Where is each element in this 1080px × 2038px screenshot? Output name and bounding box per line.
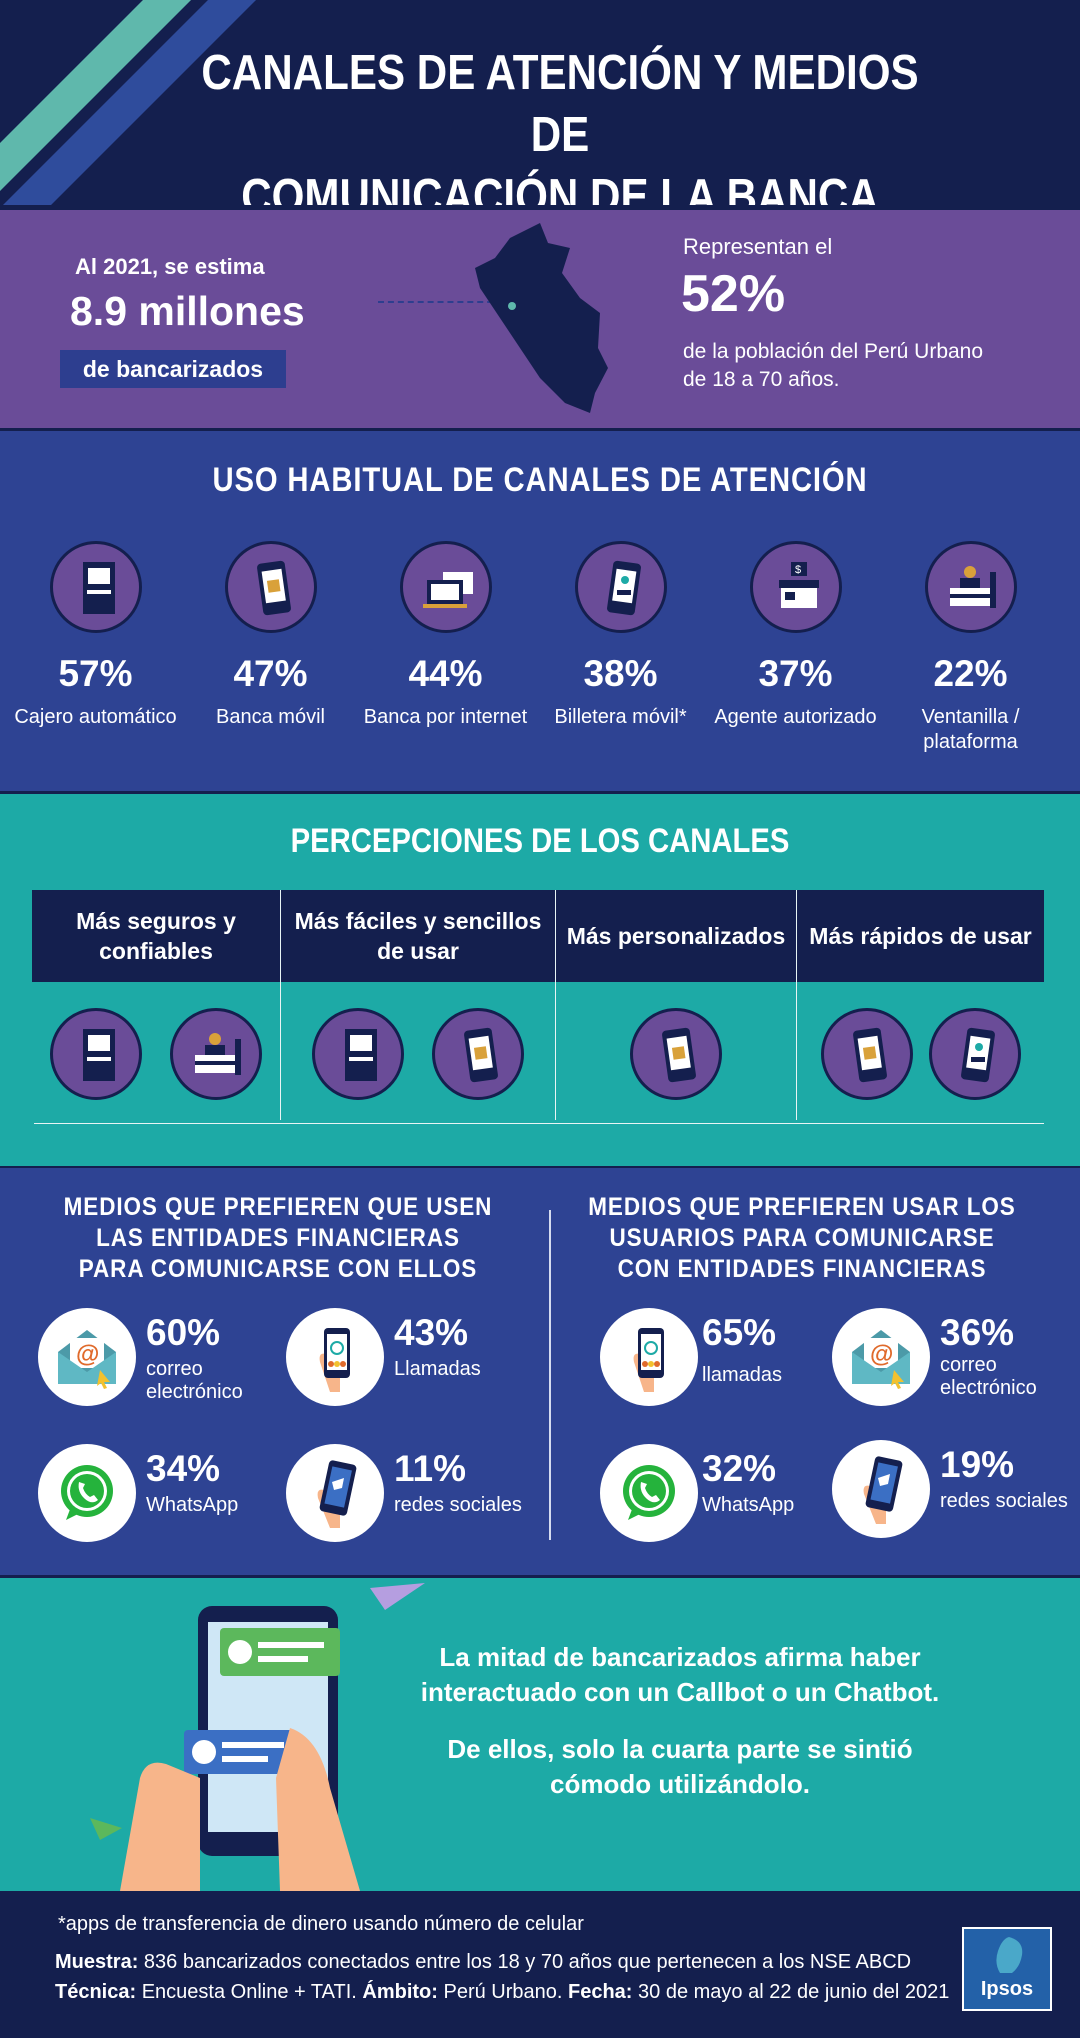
divider xyxy=(549,1210,551,1540)
ipsos-logo: Ipsos xyxy=(962,1927,1052,2011)
whatsapp-icon xyxy=(38,1444,136,1542)
media-item: 43% Llamadas xyxy=(286,1308,526,1418)
perceptions-section: PERCEPCIONES DE LOS CANALES Más seguros … xyxy=(0,794,1080,1166)
laptop-icon xyxy=(399,541,492,633)
divider xyxy=(555,890,556,1120)
channel-item: $ 37% Agente autorizado xyxy=(708,541,883,730)
media-left-title: MEDIOS QUE PREFIEREN QUE USEN LAS ENTIDA… xyxy=(63,1193,493,1283)
perception-col: Más fáciles y sencillos de usar xyxy=(281,890,555,1120)
perceptions-header-bar xyxy=(32,890,1044,982)
dashed-connector xyxy=(378,301,513,303)
atm-icon xyxy=(312,1008,404,1100)
svg-text:@: @ xyxy=(870,1341,893,1368)
svg-text:$: $ xyxy=(795,564,801,576)
media-item: @ 36% correo electrónico xyxy=(832,1308,1072,1418)
media-item: 32% WhatsApp xyxy=(600,1444,840,1554)
whatsapp-icon xyxy=(600,1444,698,1542)
footer: *apps de transferencia de dinero usando … xyxy=(0,1893,1080,2038)
stat-intro: Al 2021, se estima xyxy=(75,254,265,279)
email-icon: @ xyxy=(38,1308,136,1406)
stat-right-pct: 52% xyxy=(681,265,786,323)
teller-icon xyxy=(924,541,1017,633)
agent-icon: $ xyxy=(749,541,842,633)
teller-icon xyxy=(170,1008,262,1100)
stats-band: Al 2021, se estima 8.9 millones de banca… xyxy=(0,210,1080,428)
channel-item: 47% Banca móvil xyxy=(183,541,358,730)
stat-badge: de bancarizados xyxy=(60,350,286,388)
chatbot-section: La mitad de bancarizados afirma haber in… xyxy=(0,1578,1080,1891)
divider xyxy=(796,890,797,1120)
section-title: USO HABITUAL DE CANALES DE ATENCIÓN xyxy=(212,461,868,499)
media-item: 65% llamadas xyxy=(600,1308,840,1418)
stat-right-intro: Representan el xyxy=(683,234,833,259)
social-media-icon xyxy=(832,1440,930,1538)
section-title: PERCEPCIONES DE LOS CANALES xyxy=(290,822,790,860)
svg-text:@: @ xyxy=(76,1341,99,1368)
chat-text-secondary: De ellos, solo la cuarta parte se sintió… xyxy=(447,1734,913,1799)
mobile-bank-icon xyxy=(224,541,317,633)
channel-item: 44% Banca por internet xyxy=(358,541,533,730)
atm-icon xyxy=(49,541,142,633)
media-item: 19% redes sociales xyxy=(832,1440,1072,1550)
footer-tecnica: Técnica: Encuesta Online + TATI. Ámbito:… xyxy=(55,1981,950,2003)
media-item: @ 60% correo electrónico xyxy=(38,1308,278,1418)
chat-text-main: La mitad de bancarizados afirma haber in… xyxy=(420,1642,940,1707)
phone-call-icon xyxy=(600,1308,698,1406)
channels-section: USO HABITUAL DE CANALES DE ATENCIÓN 57% … xyxy=(0,431,1080,791)
mobile-wallet-icon xyxy=(574,541,667,633)
media-item: 11% redes sociales xyxy=(286,1444,526,1554)
phone-call-icon xyxy=(286,1308,384,1406)
media-section: MEDIOS QUE PREFIEREN QUE USEN LAS ENTIDA… xyxy=(0,1168,1080,1575)
divider xyxy=(34,1123,1044,1124)
mobile-wallet-icon xyxy=(928,1008,1021,1100)
perception-col: Más seguros y confiables xyxy=(32,890,280,1120)
footnote: *apps de transferencia de dinero usando … xyxy=(58,1913,584,1935)
peru-map-icon xyxy=(475,223,608,413)
stat-right-desc: de la población del Perú Urbano de 18 a … xyxy=(683,340,984,391)
mobile-bank-icon xyxy=(820,1008,913,1100)
channel-item: 22% Ventanilla / plataforma xyxy=(883,541,1058,755)
footer-muestra: Muestra: 836 bancarizados conectados ent… xyxy=(55,1951,912,1973)
mobile-bank-icon xyxy=(630,1008,722,1100)
media-item: 34% WhatsApp xyxy=(38,1444,278,1554)
channel-item: 38% Billetera móvil* xyxy=(533,541,708,730)
media-right-title: MEDIOS QUE PREFIEREN USAR LOS USUARIOS P… xyxy=(588,1193,1016,1283)
header: CANALES DE ATENCIÓN Y MEDIOS DE COMUNICA… xyxy=(0,0,1080,205)
mobile-bank-icon xyxy=(432,1008,524,1100)
perception-col: Más rápidos de usar xyxy=(797,890,1044,1120)
social-media-icon xyxy=(286,1444,384,1542)
email-icon: @ xyxy=(832,1308,930,1406)
channel-item: 57% Cajero automático xyxy=(8,541,183,730)
perception-col: Más personalizados xyxy=(556,890,796,1120)
atm-icon xyxy=(50,1008,142,1100)
page-title: CANALES DE ATENCIÓN Y MEDIOS DE COMUNICA… xyxy=(201,46,919,205)
phone-chat-illustration xyxy=(90,1583,425,1891)
stat-number: 8.9 millones xyxy=(70,288,305,334)
divider xyxy=(280,890,281,1120)
